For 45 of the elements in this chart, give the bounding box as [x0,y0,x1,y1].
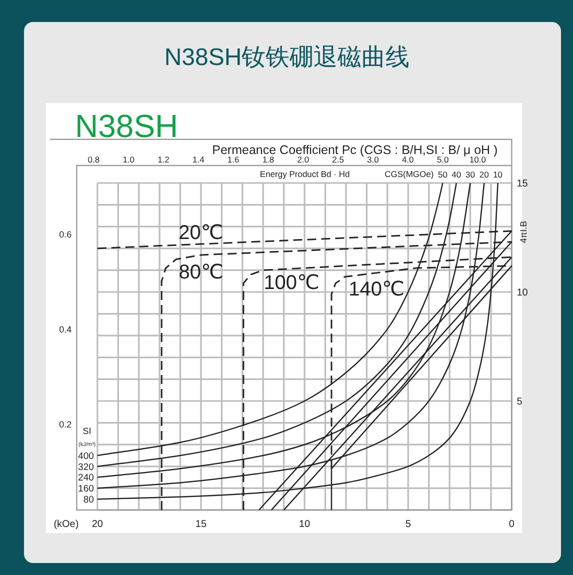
annotation: 400 [78,450,94,462]
annotation: 2.5 [332,154,344,164]
y2-tick-label: 0.6 [59,230,72,240]
series-label: 40 [452,169,462,180]
annotation: 1.8 [262,154,274,164]
y2-tick-label: 0.2 [59,420,72,430]
y2-tick-label: 0.4 [59,324,72,335]
x-tick-label: 15 [195,519,207,530]
series-label: 10 [493,169,503,180]
x-tick-label: 0 [508,519,515,530]
series-label: 100℃ [264,272,320,294]
annotation: 5.0 [436,154,449,164]
series-label: 30 [466,169,476,180]
chart-title: N38SH钕铁硼退磁曲线 [164,44,410,71]
annotation: 240 [78,472,94,484]
y-tick-label: 5 [516,396,523,408]
series-label: 140℃ [348,278,404,301]
annotation: 2.0 [297,154,310,164]
annotation: 80 [83,494,94,506]
annotation: 1.6 [227,154,240,164]
y-tick-label: 15 [516,178,528,190]
annotation: 1.2 [158,154,170,164]
series-label: 50 [438,169,448,180]
annotation: 1.0 [122,154,135,164]
annotation: 0.8 [88,154,100,164]
annotation: Permeance Coefficient Pc (CGS : B/H,SI : B/ μ oH ) [212,142,498,157]
x-axis-title: (kOe) [54,519,79,530]
annotation: Energy Product Bd · Hd [260,169,350,180]
annotation: SI [82,426,92,436]
x-tick-label: 10 [298,519,311,530]
annotation: 1.4 [192,154,205,164]
annotation: 3.0 [367,154,380,164]
series-label: 20℃ [178,222,224,244]
annotation: 10.0 [469,154,486,164]
annotation: 4.0 [402,154,414,164]
x-tick-label: 5 [405,519,412,530]
annotation: 160 [78,484,94,495]
series-label: 80℃ [178,261,224,284]
annotation: CGS(MGOe) [384,169,434,180]
y-tick-label: 10 [516,288,528,298]
y-axis-title: 4πI.B [518,220,529,244]
series-label: 20 [479,169,490,180]
annotation: 320 [78,462,94,473]
chart-subtitle: N38SH [75,108,178,144]
x-tick-label: 20 [92,519,104,530]
